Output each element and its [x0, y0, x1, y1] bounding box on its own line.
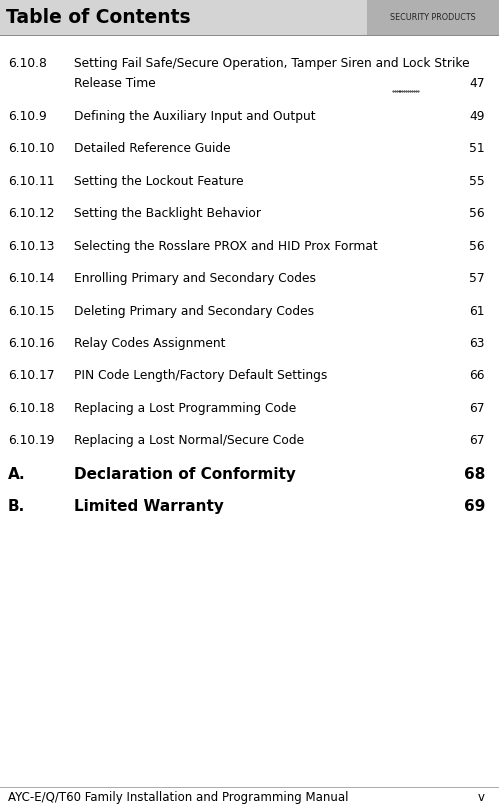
- Text: 66: 66: [470, 369, 485, 382]
- Text: Replacing a Lost Programming Code: Replacing a Lost Programming Code: [74, 401, 296, 414]
- Text: 6.10.9: 6.10.9: [8, 109, 47, 122]
- Text: Setting Fail Safe/Secure Operation, Tamper Siren and Lock Strike: Setting Fail Safe/Secure Operation, Tamp…: [74, 57, 470, 70]
- Text: PIN Code Length/Factory Default Settings: PIN Code Length/Factory Default Settings: [74, 369, 327, 382]
- Text: Setting the Lockout Feature: Setting the Lockout Feature: [74, 174, 244, 187]
- Text: 67: 67: [470, 401, 485, 414]
- Text: 6.10.13: 6.10.13: [8, 239, 54, 252]
- Text: 51: 51: [470, 142, 485, 155]
- Bar: [367, 0, 499, 36]
- Text: 57: 57: [470, 272, 485, 285]
- Bar: [0, 0, 499, 36]
- Text: 6.10.17: 6.10.17: [8, 369, 54, 382]
- Text: Deleting Primary and Secondary Codes: Deleting Primary and Secondary Codes: [74, 304, 314, 317]
- Text: 56: 56: [470, 239, 485, 252]
- Text: Setting the Backlight Behavior: Setting the Backlight Behavior: [74, 207, 261, 220]
- Text: Declaration of Conformity: Declaration of Conformity: [74, 466, 296, 481]
- Text: Selecting the Rosslare PROX and HID Prox Format: Selecting the Rosslare PROX and HID Prox…: [74, 239, 378, 252]
- Text: 6.10.14: 6.10.14: [8, 272, 54, 285]
- Text: 6.10.10: 6.10.10: [8, 142, 54, 155]
- Text: B.: B.: [8, 499, 25, 513]
- Text: Release Time: Release Time: [74, 77, 156, 90]
- Text: 61: 61: [470, 304, 485, 317]
- Text: 67: 67: [470, 434, 485, 447]
- Text: 55: 55: [469, 174, 485, 187]
- Text: Defining the Auxiliary Input and Output: Defining the Auxiliary Input and Output: [74, 109, 315, 122]
- Text: AYC-E/Q/T60 Family Installation and Programming Manual: AYC-E/Q/T60 Family Installation and Prog…: [8, 790, 348, 803]
- Text: 6.10.19: 6.10.19: [8, 434, 54, 447]
- Text: 68: 68: [464, 466, 485, 481]
- Text: 56: 56: [470, 207, 485, 220]
- Text: 6.10.18: 6.10.18: [8, 401, 54, 414]
- Text: Relay Codes Assignment: Relay Codes Assignment: [74, 337, 226, 350]
- Text: Detailed Reference Guide: Detailed Reference Guide: [74, 142, 231, 155]
- Text: 6.10.15: 6.10.15: [8, 304, 54, 317]
- Text: SECURITY PRODUCTS: SECURITY PRODUCTS: [390, 13, 476, 23]
- Text: Limited Warranty: Limited Warranty: [74, 499, 224, 513]
- Text: 6.10.11: 6.10.11: [8, 174, 54, 187]
- Text: Table of Contents: Table of Contents: [6, 8, 191, 28]
- Text: v: v: [478, 790, 485, 803]
- Text: 6.10.8: 6.10.8: [8, 57, 47, 70]
- Text: Enrolling Primary and Secondary Codes: Enrolling Primary and Secondary Codes: [74, 272, 316, 285]
- Text: 49: 49: [470, 109, 485, 122]
- Text: Replacing a Lost Normal/Secure Code: Replacing a Lost Normal/Secure Code: [74, 434, 304, 447]
- Text: 47: 47: [470, 77, 485, 90]
- Text: 69: 69: [464, 499, 485, 513]
- Text: A.: A.: [8, 466, 25, 481]
- Text: 6.10.12: 6.10.12: [8, 207, 54, 220]
- Text: 6.10.16: 6.10.16: [8, 337, 54, 350]
- Text: 63: 63: [470, 337, 485, 350]
